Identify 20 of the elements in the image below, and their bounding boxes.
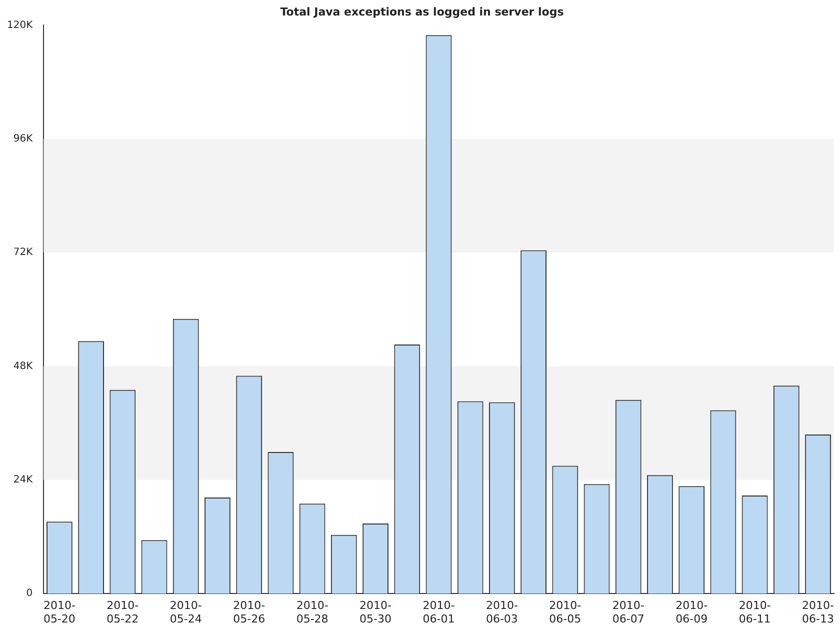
x-tick-label: 2010-05-24 bbox=[170, 599, 202, 626]
chart-title: Total Java exceptions as logged in server logs bbox=[280, 5, 564, 18]
x-tick-label: 2010-05-26 bbox=[233, 599, 266, 626]
y-tick-label: 120K bbox=[6, 20, 34, 31]
x-tick-label: 2010-06-07 bbox=[612, 599, 644, 626]
y-tick-label: 72K bbox=[13, 247, 34, 258]
y-tick-label: 24K bbox=[13, 474, 34, 486]
x-tick-label: 2010-05-20 bbox=[43, 599, 76, 626]
x-tick-label: 2010-06-03 bbox=[486, 599, 518, 626]
x-tick-label: 2010-06-09 bbox=[676, 599, 708, 626]
x-tick-label: 2010-06-13 bbox=[802, 599, 834, 626]
x-tick-label: 2010-06-11 bbox=[738, 599, 771, 626]
x-tick-label: 2010-05-30 bbox=[360, 599, 392, 626]
x-tick-label: 2010-05-22 bbox=[106, 599, 139, 626]
y-tick-label: 48K bbox=[13, 360, 34, 372]
x-tick-label: 2010-06-05 bbox=[549, 599, 582, 626]
y-tick-label: 96K bbox=[13, 133, 34, 144]
x-tick-label: 2010-05-28 bbox=[296, 599, 328, 626]
x-tick-label: 2010-06-01 bbox=[422, 599, 455, 626]
y-tick-label: 0 bbox=[26, 588, 33, 600]
